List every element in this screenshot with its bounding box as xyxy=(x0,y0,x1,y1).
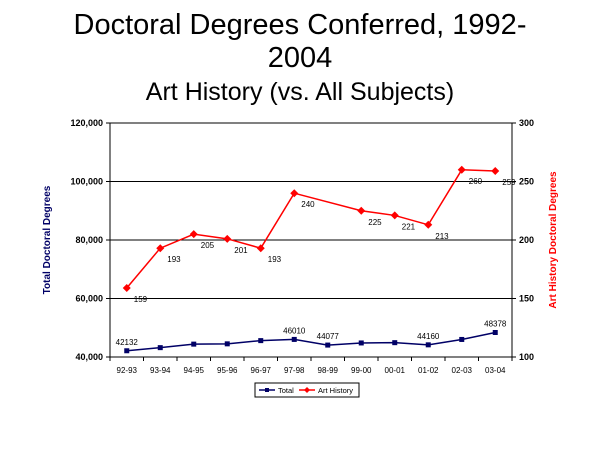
data-point xyxy=(358,340,364,346)
data-point xyxy=(457,165,466,174)
data-label: 260 xyxy=(469,177,483,186)
data-point xyxy=(492,329,498,335)
data-point xyxy=(290,189,299,198)
data-point xyxy=(424,220,433,229)
data-label: 221 xyxy=(402,222,416,231)
data-point xyxy=(459,336,465,342)
data-label: 193 xyxy=(167,255,181,264)
legend-label: Total xyxy=(278,386,294,395)
data-label: 205 xyxy=(201,241,215,250)
data-label: 201 xyxy=(234,246,248,255)
x-axis-tick-label: 00-01 xyxy=(385,366,406,375)
x-axis-tick-label: 01-02 xyxy=(418,366,439,375)
x-axis-tick-label: 02-03 xyxy=(452,366,473,375)
data-label: 48378 xyxy=(484,319,507,328)
right-axis-title: Art History Doctoral Degrees xyxy=(548,171,559,309)
x-axis-tick-label: 03-04 xyxy=(485,366,506,375)
right-axis-tick-label: 150 xyxy=(519,294,534,304)
x-axis-tick-label: 98-99 xyxy=(318,366,339,375)
right-axis-tick-label: 300 xyxy=(519,118,534,128)
data-point xyxy=(425,342,431,348)
data-point xyxy=(124,348,130,354)
data-point xyxy=(392,340,398,346)
legend-swatch-marker xyxy=(265,388,269,392)
data-point xyxy=(325,342,331,348)
data-point xyxy=(223,234,232,243)
data-point xyxy=(224,341,230,347)
legend-label: Art History xyxy=(318,386,353,395)
left-axis-tick-label: 40,000 xyxy=(75,352,103,362)
data-label: 42132 xyxy=(116,338,139,347)
data-point xyxy=(157,345,163,351)
data-label: 44077 xyxy=(317,332,340,341)
x-axis-tick-label: 93-94 xyxy=(150,366,171,375)
left-axis-tick-label: 60,000 xyxy=(75,294,103,304)
data-point xyxy=(491,166,500,175)
data-label: 159 xyxy=(134,295,148,304)
data-label: 259 xyxy=(502,178,516,187)
data-point xyxy=(189,230,198,239)
chart-title-line-2: 2004 xyxy=(267,42,333,74)
x-axis-tick-label: 96-97 xyxy=(251,366,272,375)
data-point xyxy=(191,341,197,347)
data-point xyxy=(156,244,165,253)
data-point xyxy=(122,283,131,292)
chart-subtitle: Art History (vs. All Subjects) xyxy=(145,78,455,106)
data-label: 240 xyxy=(301,200,315,209)
legend-swatch-marker xyxy=(304,387,310,393)
data-point xyxy=(291,336,297,342)
right-axis-tick-label: 250 xyxy=(519,177,534,187)
x-axis-tick-label: 94-95 xyxy=(184,366,205,375)
left-axis-title: Total Doctoral Degrees xyxy=(42,185,53,294)
x-axis-tick-label: 97-98 xyxy=(284,366,305,375)
x-axis-tick-label: 95-96 xyxy=(217,366,238,375)
chart-title-line-1: Doctoral Degrees Conferred, 1992- xyxy=(73,9,527,41)
data-label: 46010 xyxy=(283,326,306,335)
right-axis-tick-label: 100 xyxy=(519,352,534,362)
data-label: 225 xyxy=(368,218,382,227)
x-axis-tick-label: 92-93 xyxy=(117,366,138,375)
data-point xyxy=(256,244,265,253)
series-line xyxy=(126,169,496,289)
data-point xyxy=(258,338,264,344)
series-line xyxy=(126,331,496,352)
left-axis-tick-label: 80,000 xyxy=(75,235,103,245)
data-point xyxy=(357,206,366,215)
right-axis-tick-label: 200 xyxy=(519,235,534,245)
data-point xyxy=(390,211,399,220)
data-label: 44160 xyxy=(417,332,440,341)
left-axis-tick-label: 100,000 xyxy=(70,177,103,187)
data-label: 213 xyxy=(435,232,449,241)
data-label: 193 xyxy=(268,255,282,264)
x-axis-tick-label: 99-00 xyxy=(351,366,372,375)
left-axis-tick-label: 120,000 xyxy=(70,118,103,128)
